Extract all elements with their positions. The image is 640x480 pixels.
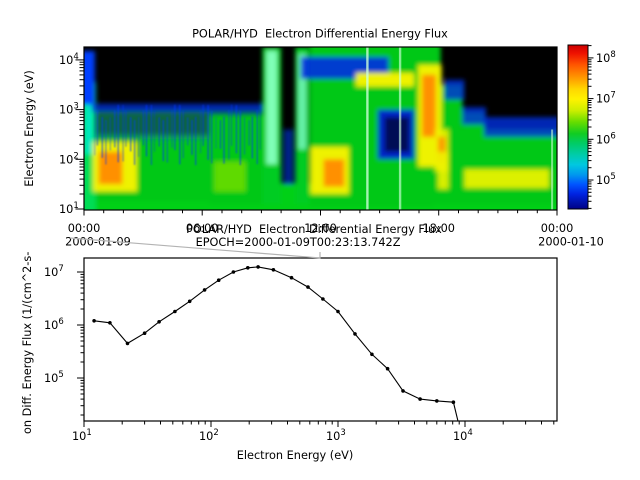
spectrogram-striations (94, 104, 262, 166)
epoch-marker-line (69, 237, 321, 259)
spectrogram-regions (84, 47, 557, 210)
spectrogram-region (444, 79, 465, 100)
spectrogram-region (551, 129, 554, 210)
spectrogram-plot (84, 47, 557, 210)
data-point-marker (271, 268, 276, 272)
spectrogram-region (448, 129, 557, 205)
spectrum-curve-layer (92, 265, 459, 421)
time-tick-label: 06:00 (186, 222, 219, 235)
spectrogram-region (85, 94, 93, 155)
spectrogram-region (437, 136, 446, 162)
data-point-marker (306, 285, 310, 289)
time-tick-label: 00:00 (68, 222, 101, 235)
data-point-marker (142, 331, 147, 336)
spectrogram-region (384, 117, 410, 152)
spectrogram-region (91, 103, 263, 112)
bottom-y-axis-label: on Diff. Energy Flux (1/(cm^2-s- (21, 252, 34, 434)
data-point-marker (173, 309, 177, 314)
spectrogram-region (484, 117, 557, 137)
tick-label: 105 (44, 370, 64, 385)
data-point-marker (353, 332, 357, 336)
data-point-marker (401, 389, 405, 393)
tick-label: 108 (596, 50, 616, 65)
data-point-marker (256, 265, 260, 269)
spectrogram-region (214, 161, 246, 192)
bottom-plot-title: POLAR/HYD Electron Differential Energy F… (186, 223, 442, 236)
top-y-axis-label: Electron Energy (eV) (23, 70, 36, 187)
axes-layer: 00:00 06:00 12:00 18:00 00:00 101 102 103 104 105… (44, 45, 616, 443)
bottom-x-axis-label: Electron Energy (eV) (237, 449, 354, 462)
data-point-marker (370, 352, 374, 357)
time-tick-label: 00:00 (541, 222, 574, 235)
spectrogram-region (266, 51, 278, 165)
tick-label: 103 (326, 428, 346, 443)
data-point-marker (157, 320, 161, 324)
tick-label: 102 (59, 151, 79, 166)
data-point-marker (108, 321, 112, 325)
data-point-marker (187, 299, 192, 304)
tick-label: 107 (596, 91, 616, 106)
spectrogram-region (84, 51, 95, 105)
spectrogram-region (98, 151, 123, 185)
spectrogram-region (464, 169, 550, 189)
spectrogram-region (398, 47, 402, 210)
spectrogram-gap-lines (366, 47, 554, 210)
time-tick-label: 12:00 (304, 222, 337, 235)
date-label-right: 2000-01-10 (538, 236, 604, 249)
tick-label: 103 (59, 102, 79, 117)
colorbar (567, 44, 589, 210)
tick-label: 101 (72, 428, 92, 443)
data-point-marker (385, 366, 390, 371)
top-plot-title: POLAR/HYD Electron Differential Energy F… (192, 28, 448, 41)
spectrogram-region (422, 74, 436, 137)
data-point-marker (92, 319, 96, 323)
data-point-marker (451, 400, 456, 405)
tick-label: 106 (44, 317, 64, 332)
tick-label: 102 (199, 428, 219, 443)
spectrogram-region (462, 107, 486, 125)
data-point-marker (202, 288, 207, 292)
spectrogram-region (297, 53, 307, 150)
spectrogram-region (323, 159, 345, 187)
data-point-marker (246, 266, 250, 270)
data-point-marker (321, 297, 325, 301)
data-point-marker (336, 309, 340, 314)
time-tick-label: 18:00 (422, 222, 455, 235)
data-point-marker (231, 270, 236, 274)
tick-label: 106 (596, 131, 616, 146)
spectrogram-region (356, 72, 429, 87)
tick-label: 104 (453, 428, 473, 443)
data-point-marker (418, 397, 422, 401)
tick-label: 104 (59, 52, 79, 67)
data-point-marker (289, 275, 294, 280)
spectrogram-region (284, 129, 293, 185)
data-point-marker (435, 399, 439, 403)
colorbar-gradient (568, 45, 588, 209)
spectrogram-region (89, 109, 212, 140)
spectrogram-region (366, 47, 369, 210)
data-point-marker (125, 341, 130, 346)
tick-label: 101 (59, 201, 79, 216)
data-point-marker (216, 278, 221, 283)
spectrum-curve (94, 266, 459, 421)
bottom-plot-epoch-subtitle: EPOCH=2000-01-09T00:23:13.742Z (196, 236, 401, 249)
spectrum-frame (83, 257, 558, 422)
tick-label: 105 (596, 172, 616, 187)
tick-label: 107 (44, 264, 64, 279)
